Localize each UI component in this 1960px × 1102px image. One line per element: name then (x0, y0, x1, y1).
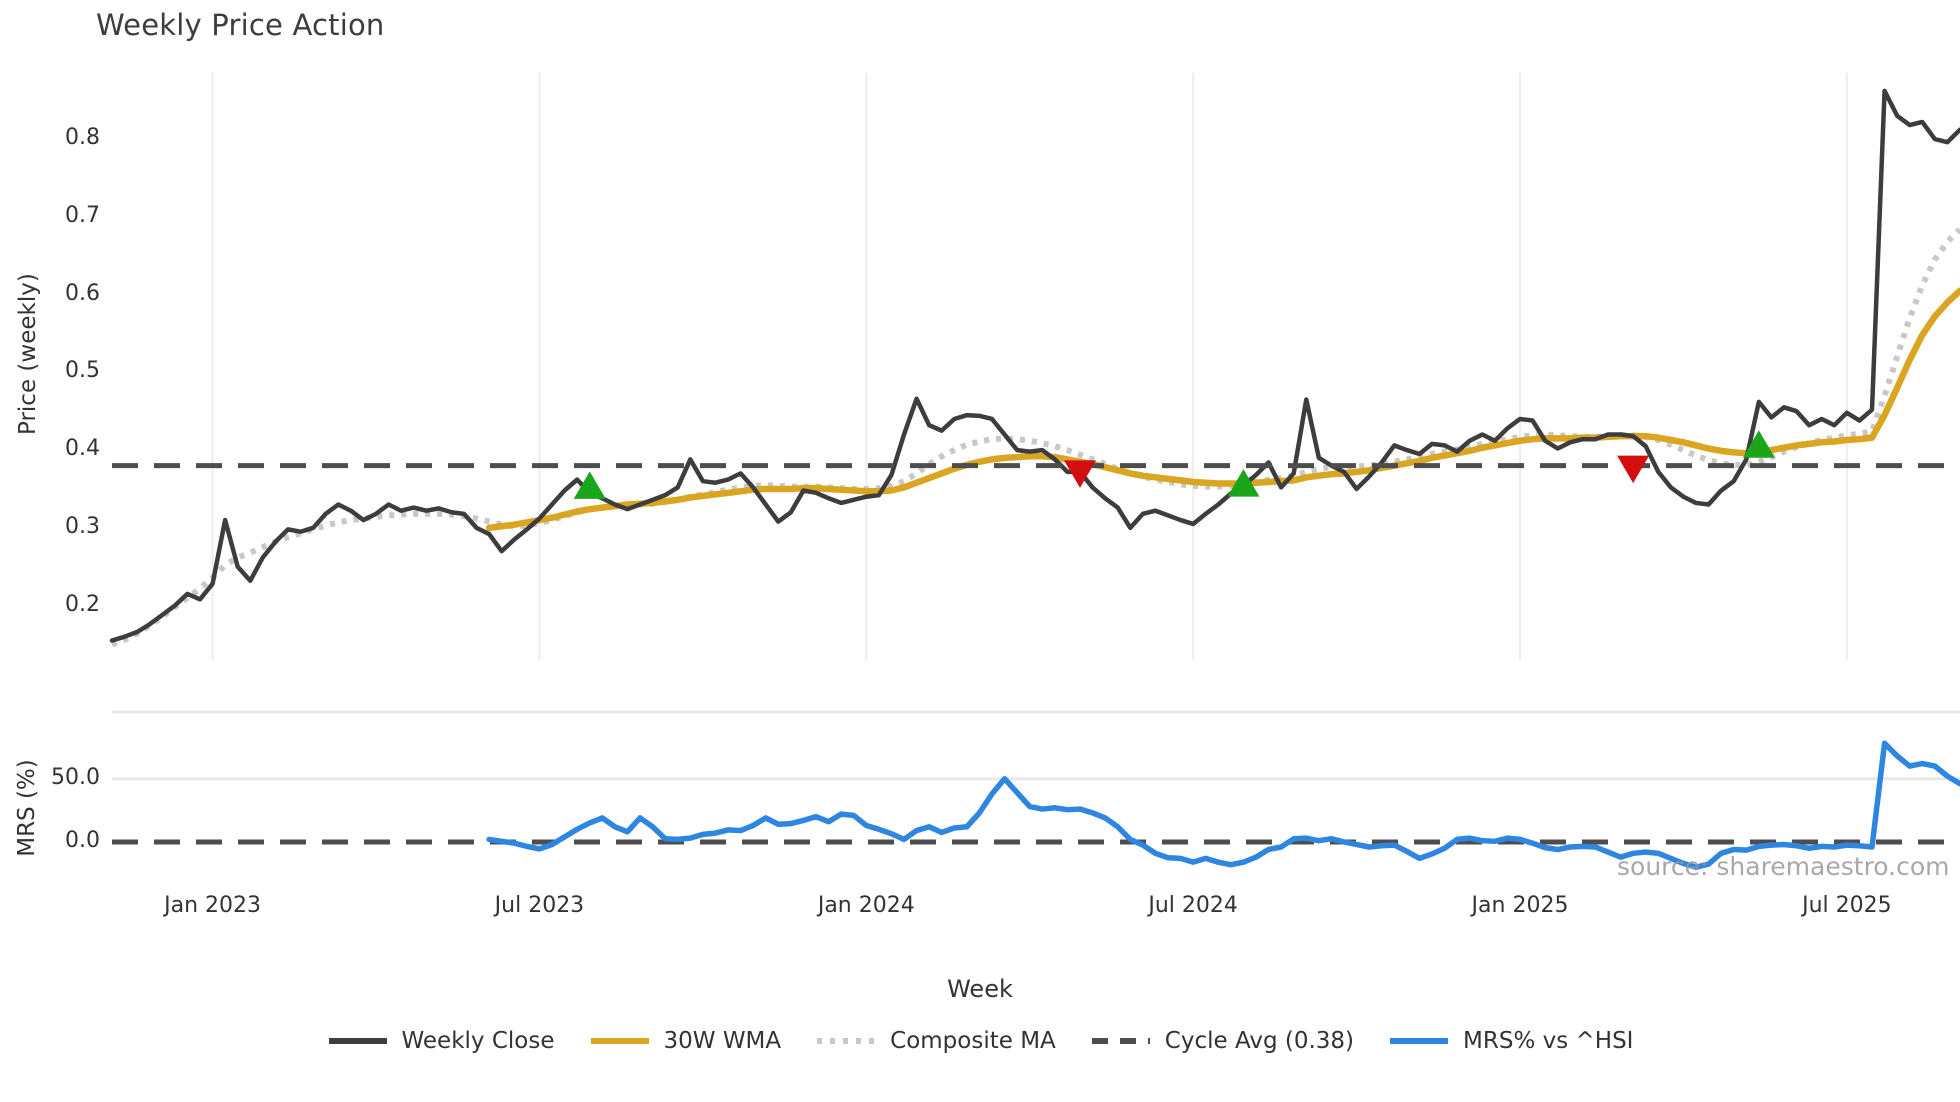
x-axis-label: Week (947, 975, 1013, 1003)
xtick-3: Jul 2024 (1148, 893, 1238, 918)
sell-signal-marker (1064, 460, 1096, 488)
legend-label-4: MRS% vs ^HSI (1463, 1028, 1634, 1054)
price-ytick-0: 0.8 (65, 125, 100, 151)
legend-swatch-4 (1390, 1038, 1449, 1044)
xtick-2: Jan 2024 (817, 893, 915, 918)
legend-swatch-3 (1091, 1038, 1150, 1044)
legend-label-3: Cycle Avg (0.38) (1164, 1028, 1355, 1054)
series-mrs-pct (486, 740, 1960, 870)
xtick-1: Jul 2023 (494, 893, 585, 918)
legend-swatch-2 (817, 1038, 876, 1044)
legend-item-30w-wma[interactable]: 30W WMA (589, 1028, 782, 1054)
legend-item-weekly-close[interactable]: Weekly Close (327, 1028, 555, 1054)
legend-swatch-0 (328, 1038, 387, 1044)
mrs-ytick-1: 0.0 (65, 827, 100, 853)
legend-item-cycle-avg-0-38-[interactable]: Cycle Avg (0.38) (1090, 1028, 1354, 1054)
xtick-0: Jan 2023 (164, 893, 262, 918)
legend-label-2: Composite MA (890, 1028, 1056, 1054)
legend-label-1: 30W WMA (663, 1028, 782, 1054)
mrs-ytick-0: 50.0 (51, 764, 100, 790)
buy-signal-marker (1742, 430, 1775, 458)
sell-signal-marker (1617, 455, 1650, 484)
legend-label-0: Weekly Close (401, 1028, 555, 1054)
price-ytick-4: 0.4 (65, 436, 100, 462)
legend-swatch-1 (590, 1038, 649, 1044)
legend-item-mrs-vs-hsi[interactable]: MRS% vs ^HSI (1388, 1028, 1633, 1054)
xtick-4: Jan 2025 (1471, 893, 1569, 918)
chart-legend: Weekly Close 30W WMA Composite MA Cycle Avg… (0, 1028, 1960, 1054)
series-30w-wma (485, 287, 1960, 532)
xtick-5: Jul 2025 (1802, 893, 1892, 918)
price-ytick-1: 0.7 (65, 202, 100, 228)
price-ytick-6: 0.2 (65, 591, 100, 617)
series-composite-ma (110, 227, 1960, 648)
price-ytick-5: 0.3 (65, 513, 100, 539)
legend-item-composite-ma[interactable]: Composite MA (815, 1028, 1056, 1054)
series-weekly-close (109, 88, 1960, 643)
buy-signal-marker (573, 471, 606, 499)
source-watermark: source: sharemaestro.com (1617, 852, 1950, 881)
buy-signal-marker (1227, 469, 1260, 497)
price-ytick-2: 0.6 (65, 280, 100, 306)
page-title: Weekly Price Action (96, 8, 385, 42)
price-ytick-3: 0.5 (65, 358, 100, 384)
